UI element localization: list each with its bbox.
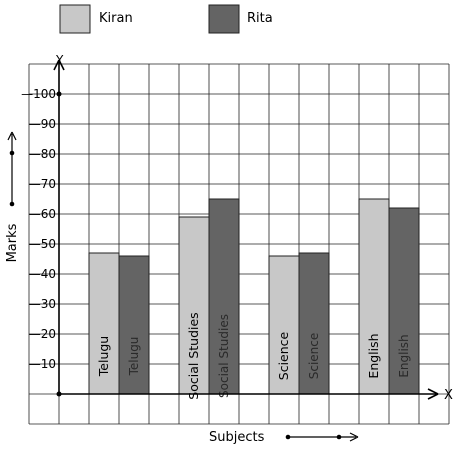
y-axis-arrowhead (53, 59, 65, 71)
x-title-dot-start (285, 434, 291, 440)
y-top-dot (56, 91, 62, 97)
y-axis-title: Marks (5, 223, 20, 262)
bar-label-kiran-science: Science (276, 331, 291, 380)
bar-kiran-science (268, 255, 300, 395)
bar-label-kiran-social-studies: Social Studies (186, 312, 201, 399)
y-tick-label-50: —50 (29, 237, 56, 251)
bars-group (88, 198, 420, 395)
legend-label-rita: Rita (247, 11, 273, 26)
bar-label-rita-telugu: Telugu (127, 337, 141, 377)
y-tick-label-10: —10 (29, 357, 56, 371)
y-tick-label-90: —90 (29, 117, 56, 131)
bar-rita-english (388, 207, 420, 395)
x-axis-letter: X (444, 388, 453, 403)
y-title-arrowhead (7, 131, 17, 141)
y-tick-label-20: —20 (29, 327, 56, 341)
y-tick-label-80: —80 (29, 147, 56, 161)
bar-label-rita-english: English (397, 334, 411, 377)
legend-swatch-kiran (59, 4, 91, 34)
bar-labels-group: Telugu Telugu Social Studies Social Studies… (96, 312, 411, 399)
legend-swatch-rita (208, 4, 240, 34)
y-axis-letter: Y (55, 53, 64, 67)
bar-label-kiran-telugu: Telugu (96, 336, 111, 377)
x-axis-title: Subjects (209, 430, 265, 445)
x-axis-arrowhead (427, 388, 439, 400)
axes-group: XY (53, 53, 453, 403)
y-tick-labels: —10 —20 —30 —40 —50 —60 —70 —80 —90 —100 (21, 87, 56, 371)
y-tick-label-60: —60 (29, 207, 56, 221)
y-title-dot-start (9, 201, 15, 207)
bar-kiran-telugu (88, 252, 120, 395)
bar-label-rita-science: Science (307, 333, 321, 380)
y-tick-label-40: —40 (29, 267, 56, 281)
origin-dot (56, 391, 62, 397)
bar-rita-science (298, 252, 330, 395)
bar-label-kiran-english: English (366, 333, 381, 378)
y-title-dot-mid (9, 150, 15, 156)
legend-label-kiran: Kiran (99, 11, 133, 26)
axis-titles: Subjects Marks (5, 131, 359, 445)
y-tick-label-100: —100 (21, 87, 56, 101)
y-tick-label-70: —70 (29, 177, 56, 191)
y-tick-label-30: —30 (29, 297, 56, 311)
x-title-arrowhead (349, 432, 359, 442)
bar-label-rita-social-studies: Social Studies (217, 314, 231, 398)
legend: Kiran Rita (59, 4, 273, 34)
x-title-dot-mid (336, 434, 342, 440)
